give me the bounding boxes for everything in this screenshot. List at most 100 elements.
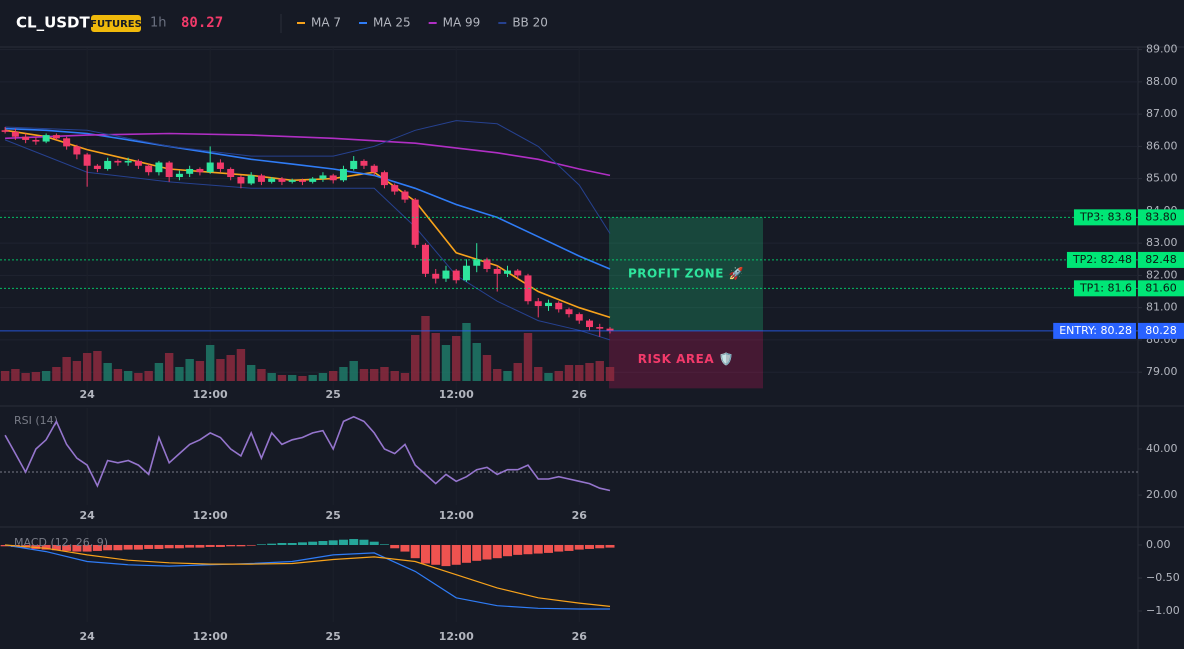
volume-bar xyxy=(585,363,594,381)
level-badge-bg xyxy=(1138,322,1184,339)
candle-body xyxy=(11,131,19,137)
legend-label: MA 25 xyxy=(373,16,411,30)
y-tick-label: 83.00 xyxy=(1146,236,1178,249)
y-tick-label: 40.00 xyxy=(1146,442,1178,455)
candle-body xyxy=(360,160,368,166)
volume-bar xyxy=(431,333,440,381)
volume-bar xyxy=(503,371,512,381)
level-value-label: 83.80 xyxy=(1145,210,1177,223)
zone-label: PROFIT ZONE 🚀 xyxy=(628,267,744,281)
y-tick-label: 87.00 xyxy=(1146,107,1178,120)
candle-body xyxy=(380,172,388,186)
volume-bar xyxy=(441,345,451,381)
legend-label: MA 99 xyxy=(443,16,481,30)
histogram-bar xyxy=(369,541,379,545)
histogram-bar xyxy=(379,544,389,545)
volume-bar xyxy=(349,361,358,381)
histogram-bar xyxy=(543,544,553,553)
candle-body xyxy=(278,178,286,182)
histogram-bar xyxy=(585,544,595,549)
volume-bar xyxy=(411,335,420,381)
x-tick-label: 25 xyxy=(326,509,341,522)
histogram-bar xyxy=(82,544,92,552)
candle-body xyxy=(124,160,132,163)
volume-bar xyxy=(41,371,51,381)
volume-bar xyxy=(164,353,174,381)
volume-bar xyxy=(154,363,164,381)
candle-body xyxy=(175,173,183,178)
histogram-bar xyxy=(246,544,256,546)
histogram-bar xyxy=(451,544,461,565)
histogram-bar xyxy=(574,544,584,550)
candle-body xyxy=(42,135,50,142)
volume-bar xyxy=(72,361,82,381)
volume-bar xyxy=(257,369,266,381)
level-value-label: 80.28 xyxy=(1145,324,1177,337)
volume-bar xyxy=(462,323,471,381)
interval: 1h xyxy=(150,16,167,31)
histogram-bar xyxy=(441,544,451,567)
candle-body xyxy=(83,154,91,166)
candle-body xyxy=(350,160,358,169)
candle-body xyxy=(503,270,511,274)
volume-bar xyxy=(267,373,276,381)
histogram-bar xyxy=(226,544,236,547)
volume-bar xyxy=(339,367,348,381)
histogram-bar xyxy=(533,544,543,554)
level-name-bg xyxy=(1073,280,1136,297)
level-name: ENTRY: 80.28 xyxy=(1059,324,1132,337)
level-name-bg xyxy=(1066,251,1136,268)
volume-bar xyxy=(482,355,492,381)
volume-bar xyxy=(472,343,481,381)
candle-body xyxy=(104,160,112,169)
volume-bar xyxy=(52,367,61,381)
candle-body xyxy=(596,327,604,329)
candle-body xyxy=(257,175,265,182)
x-tick-label: 12:00 xyxy=(439,630,474,643)
volume-bar xyxy=(595,361,604,381)
histogram-bar xyxy=(564,544,574,551)
pane-title: MACD (12, 26, 9) xyxy=(14,536,108,549)
candle-body xyxy=(1,130,9,132)
candle-body xyxy=(134,160,142,166)
volume-bar xyxy=(523,333,533,381)
histogram-bar xyxy=(267,543,277,545)
histogram-bar xyxy=(338,539,348,545)
volume-bar xyxy=(308,375,317,381)
zone-label: RISK AREA 🛡️ xyxy=(638,352,734,366)
histogram-bar xyxy=(523,544,533,555)
volume-bar xyxy=(103,363,112,381)
volume-bar xyxy=(534,367,543,381)
histogram-bar xyxy=(72,544,82,552)
candle-body xyxy=(606,328,614,331)
candle-body xyxy=(391,185,399,192)
volume-bar xyxy=(390,371,399,381)
candle-body xyxy=(186,168,194,174)
candle-body xyxy=(411,199,419,245)
candle-body xyxy=(32,139,40,142)
level-badge-bg xyxy=(1138,280,1184,297)
y-tick-label: 88.00 xyxy=(1146,75,1178,88)
y-tick-label: −0.50 xyxy=(1146,571,1180,584)
volume-bar xyxy=(380,367,389,381)
histogram-bar xyxy=(502,544,512,557)
x-tick-label: 26 xyxy=(572,630,588,643)
y-tick-label: 81.00 xyxy=(1146,301,1178,314)
y-tick-label: 0.00 xyxy=(1146,538,1171,551)
candle-body xyxy=(206,162,214,173)
candle-body xyxy=(216,162,224,169)
candle-body xyxy=(63,138,71,147)
level-badge-bg xyxy=(1138,209,1184,226)
volume-bar xyxy=(328,371,338,381)
y-tick-label: 86.00 xyxy=(1146,139,1178,152)
volume-bar xyxy=(144,371,153,381)
volume-bar xyxy=(226,355,235,381)
histogram-bar xyxy=(492,544,502,559)
level-name-bg xyxy=(1053,322,1136,339)
histogram-bar xyxy=(164,544,174,549)
volume-bar xyxy=(185,359,194,381)
volume-bar xyxy=(318,373,328,381)
candle-body xyxy=(52,135,60,139)
candle-body xyxy=(493,268,501,274)
